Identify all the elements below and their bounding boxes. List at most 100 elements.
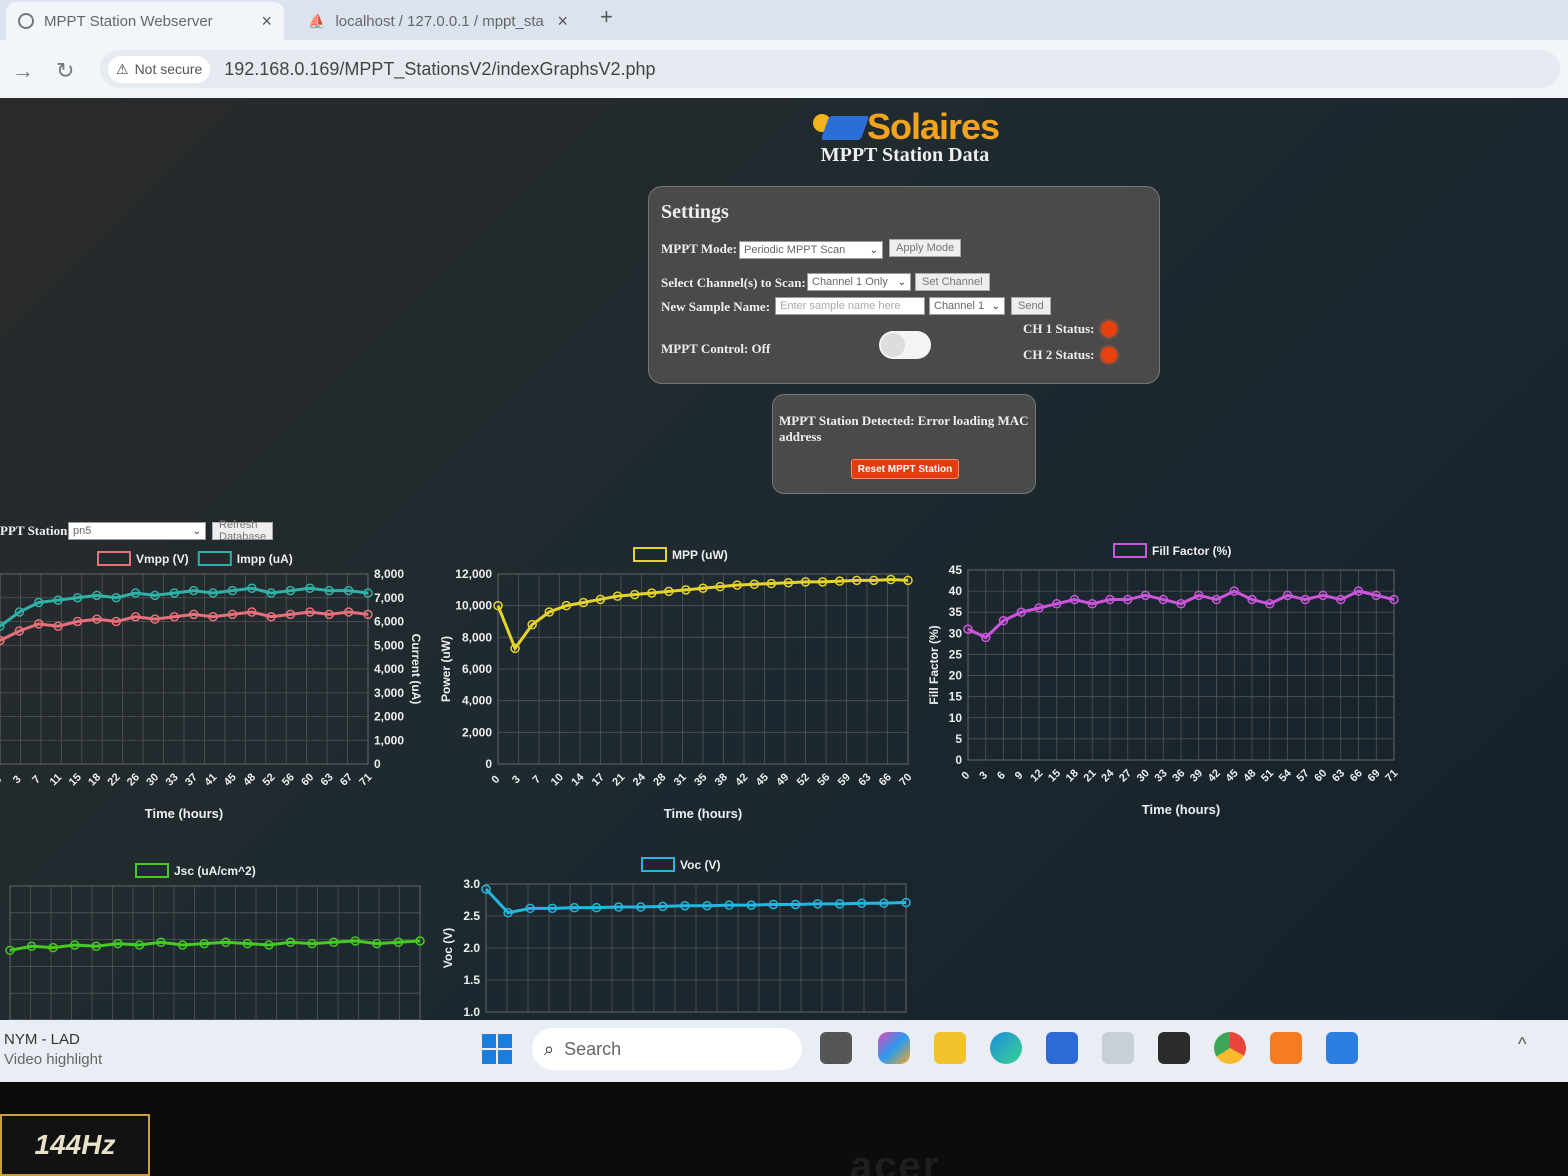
legend-swatch [633,547,667,562]
x-tick-label: 31 [672,771,689,788]
chevron-down-icon: ⌄ [192,525,201,537]
security-chip[interactable]: ⚠ Not secure [108,55,211,83]
windows-start-icon[interactable] [482,1034,512,1064]
data-point [635,902,646,912]
xampp-icon[interactable] [1270,1032,1302,1064]
data-point [150,614,160,624]
data-point [150,590,160,601]
data-point [569,902,580,913]
x-tick-label: 70 [897,771,914,788]
x-tick-label: 0 [0,773,4,786]
apply-mode-button[interactable]: Apply Mode [889,239,962,257]
data-point [981,632,991,643]
data-point [72,593,83,603]
legend-swatch [1113,543,1147,558]
url-text[interactable]: 192.168.0.169/MPPT_StationsV2/indexGraph… [224,58,656,79]
data-point [14,626,25,636]
ch2-status-indicator [1101,347,1117,363]
x-tick-label: 3 [11,773,24,786]
data-point [69,940,80,950]
data-point [92,614,102,624]
data-point [702,901,712,911]
data-point [72,616,83,627]
refresh-database-button[interactable]: Refresh Database [212,519,274,543]
legend-label: Vmpp (V) [136,552,189,566]
data-point [227,585,238,596]
reload-icon[interactable]: ↻ [56,58,75,83]
x-tick-label: 30 [1135,767,1152,784]
data-point [247,583,257,593]
x-tick-label: 45 [222,771,239,788]
reset-station-button[interactable]: Reset MPPT Station [851,459,959,479]
store-icon[interactable] [1046,1032,1078,1064]
news-widget[interactable]: NYM - LAD Video highlight [4,1031,103,1068]
y-tick-label: 1.5 [463,973,480,987]
data-point [1016,607,1026,617]
data-point [1353,586,1364,596]
data-point [134,940,145,950]
data-point [595,594,606,605]
y-axis-label: Current (uA) [409,634,423,705]
legend-label: Jsc (uA/cm^2) [174,864,256,878]
x-tick-label: 66 [1348,767,1365,784]
mppt-control-toggle[interactable] [879,331,931,359]
data-point [0,621,5,631]
y-tick-label: 0 [485,757,492,771]
tab-phpmyadmin[interactable]: ⛵ localhost / 127.0.0.1 / mppt_sta × [308,10,568,31]
file-explorer-icon[interactable] [934,1032,966,1064]
data-point [305,583,315,593]
chevron-down-icon: ⌄ [897,276,906,288]
x-tick-label: 49 [774,771,791,788]
forward-icon[interactable]: → [12,58,34,83]
data-point [328,937,339,948]
omnibox[interactable]: ⚠ Not secure 192.168.0.169/MPPT_StationsV… [100,50,1560,88]
taskbar-search[interactable]: ⌕ Search [532,1028,802,1070]
series-line [496,578,909,652]
y-tick-label: 0 [955,753,962,767]
data-point [53,595,63,605]
data-point [156,937,166,948]
x-tick-label: 57 [1295,767,1312,784]
sample-channel-select[interactable]: Channel 1 ⌄ [929,297,1005,315]
data-point [199,938,209,949]
data-point [732,580,742,590]
data-point [812,899,823,909]
task-view-icon[interactable] [820,1032,852,1064]
data-point [169,612,180,622]
chrome-icon[interactable] [1214,1032,1246,1064]
channel-select[interactable]: Channel 1 Only ⌄ [807,273,911,291]
close-tab-icon[interactable]: × [261,10,272,31]
y-axis-label: Fill Factor (%) [927,625,941,704]
y-axis-label: Voc (V) [441,928,455,968]
edge-icon[interactable] [990,1032,1022,1064]
copilot-icon[interactable] [878,1032,910,1064]
chevron-down-icon: ⌄ [869,244,878,256]
voc-chart: 3.0 2.5 2.0 1.5 1.0 Voc (V) Voc (V) [436,854,916,1020]
data-point [1105,594,1115,605]
station-select[interactable]: pn5 ⌄ [68,522,206,540]
new-tab-icon[interactable]: + [600,4,613,29]
vscode-icon[interactable] [1326,1032,1358,1064]
x-axis-label: Time (hours) [664,806,743,821]
mppt-mode-select[interactable]: Periodic MPPT Scan ⌄ [739,241,883,259]
data-point [613,902,624,912]
send-button[interactable]: Send [1011,297,1051,315]
terminal-icon[interactable] [1158,1032,1190,1064]
data-point [1282,590,1293,601]
sample-name-input[interactable]: Enter sample name here [775,297,925,315]
close-tab-icon[interactable]: × [557,10,568,31]
data-point [768,899,779,910]
y-tick-label: 20 [949,669,963,683]
chevron-up-icon[interactable]: ^ [1518,1034,1527,1054]
data-point [0,635,5,646]
detect-message: MPPT Station Detected: Error loading MAC… [779,413,1029,444]
data-point [130,612,141,622]
y-tick-label: 8,000 [462,630,492,644]
y-tick-label: 2.5 [463,909,480,923]
data-point [393,937,404,948]
photos-icon[interactable] [1102,1032,1134,1064]
data-point [33,597,44,608]
x-tick-label: 21 [1082,767,1099,784]
tab-mppt-webserver[interactable]: MPPT Station Webserver × [6,2,284,40]
set-channel-button[interactable]: Set Channel [915,273,990,291]
